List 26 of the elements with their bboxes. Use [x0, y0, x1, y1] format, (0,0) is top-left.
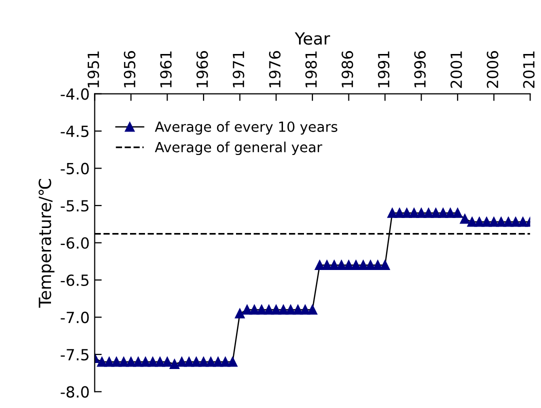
y-tick-label: -5.5: [60, 200, 88, 212]
x-tick-label: 1961: [160, 52, 172, 88]
y-tick-label: -4.0: [60, 88, 89, 100]
x-axis-title: Year: [294, 32, 330, 45]
x-tick-label: 2006: [486, 51, 498, 88]
y-tick-label: -6.5: [60, 274, 88, 286]
y-tick-label: -6.0: [60, 237, 89, 249]
x-tick-label: 1986: [342, 51, 354, 88]
x-tick-label: 1951: [88, 52, 100, 88]
y-tick-label: -7.5: [60, 349, 88, 360]
x-tick-label: 2011: [523, 52, 535, 88]
x-tick-label: 1971: [232, 52, 244, 88]
y-axis-title: Temperature/℃: [38, 178, 54, 308]
y-tick-label: -7.0: [60, 312, 89, 324]
x-tick-label: 1966: [196, 51, 208, 88]
x-tick-label: 1981: [305, 52, 317, 88]
y-tick-label: -5.0: [60, 162, 89, 174]
x-tick-label: 2001: [450, 52, 462, 88]
legend-label: Average of every 10 years: [154, 121, 338, 135]
x-tick-label: 1996: [414, 51, 426, 88]
x-tick-label: 1976: [269, 51, 281, 88]
x-tick-label: 1991: [378, 52, 390, 88]
y-tick-label: -4.5: [60, 126, 88, 138]
y-tick-label: -8.0: [60, 386, 89, 398]
x-tick-label: 1956: [124, 51, 136, 88]
legend-label: Average of general year: [154, 142, 322, 156]
